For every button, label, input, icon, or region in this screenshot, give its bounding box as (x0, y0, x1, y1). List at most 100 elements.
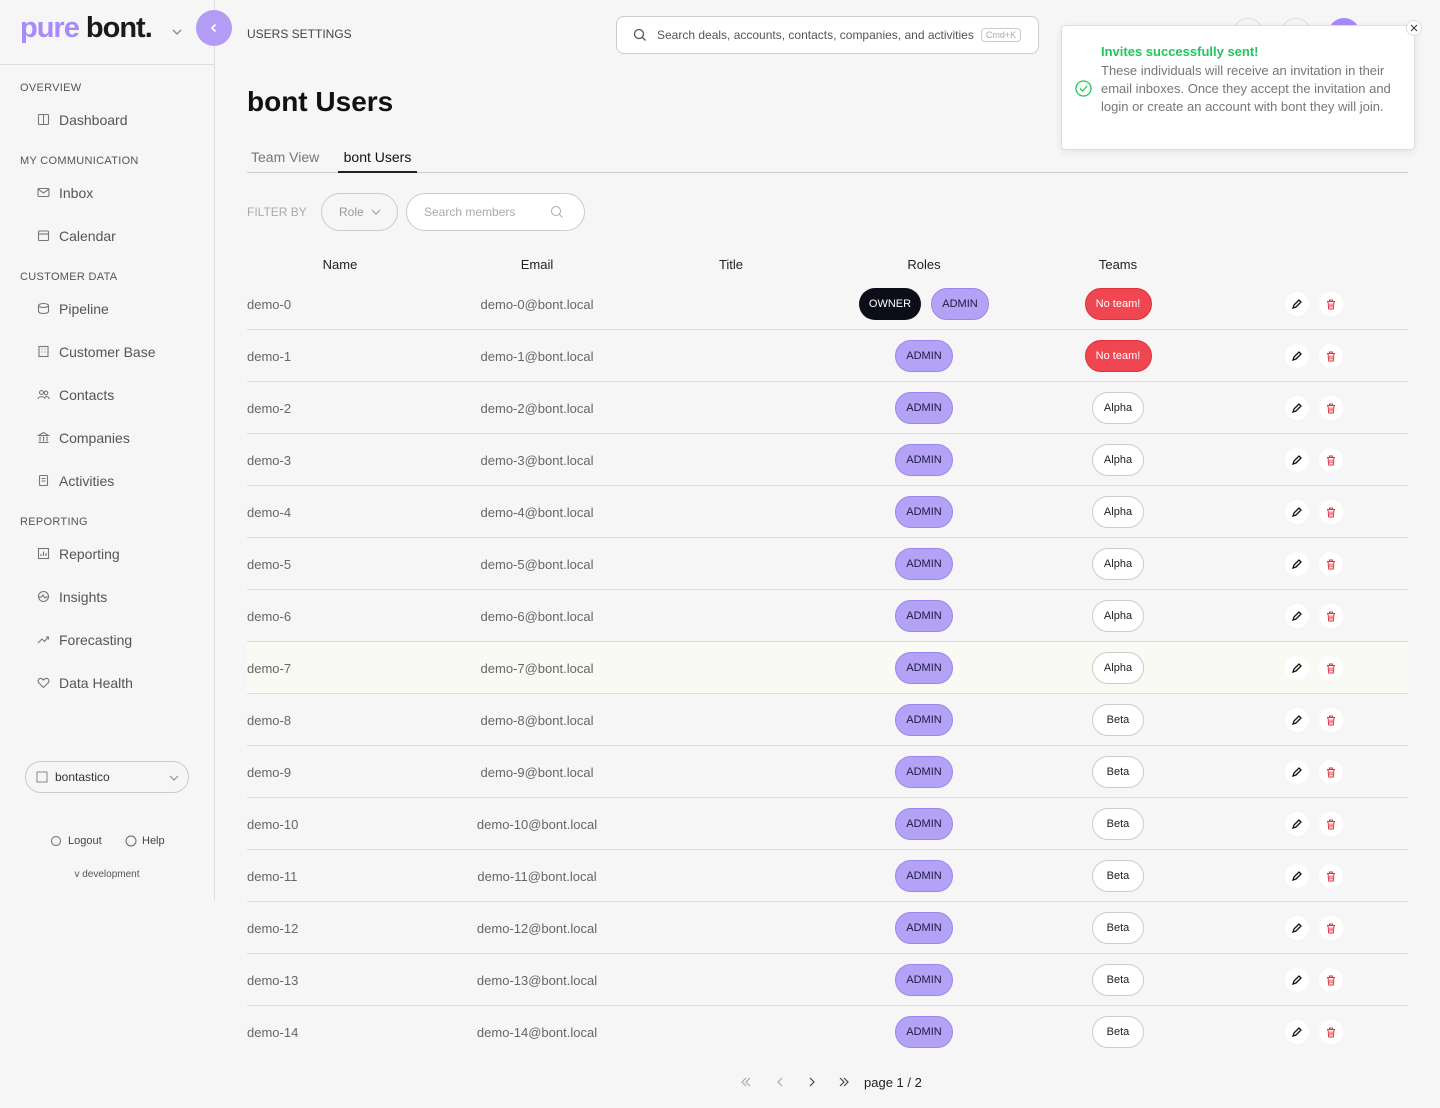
nav-item[interactable]: Pipeline (0, 287, 214, 330)
roles: ADMIN (824, 1006, 1024, 1058)
delete-button[interactable] (1319, 552, 1343, 576)
delete-button[interactable] (1319, 344, 1343, 368)
edit-icon (1291, 871, 1302, 882)
collapse-button[interactable] (196, 10, 232, 46)
team-badge: No team! (1084, 288, 1152, 320)
edit-icon (1291, 403, 1302, 414)
delete-button[interactable] (1319, 812, 1343, 836)
brand-prefix: pure (20, 12, 80, 44)
delete-icon (1327, 1027, 1335, 1037)
delete-button[interactable] (1319, 448, 1343, 472)
edit-button[interactable] (1285, 864, 1309, 888)
delete-icon (1327, 923, 1335, 933)
team: Alpha (1018, 382, 1218, 434)
team: Alpha (1018, 642, 1218, 694)
roles: ADMIN (824, 902, 1024, 954)
table-row: demo-5 demo-5@bont.local ADMIN Alpha (247, 538, 1408, 590)
edit-button[interactable] (1285, 968, 1309, 992)
delete-button[interactable] (1319, 916, 1343, 940)
pagination-controls[interactable] (736, 1072, 864, 1092)
help[interactable]: Help (125, 835, 165, 847)
user-email: demo-12@bont.local (476, 920, 598, 936)
column-header: Email (520, 257, 554, 272)
edit-button[interactable] (1285, 344, 1309, 368)
edit-icon (1291, 819, 1302, 830)
delete-button[interactable] (1319, 656, 1343, 680)
team-badge: Beta (1092, 1016, 1144, 1048)
edit-button[interactable] (1285, 812, 1309, 836)
roles: ADMIN (824, 590, 1024, 642)
user-name: demo-11 (247, 868, 298, 884)
delete-button[interactable] (1319, 396, 1343, 420)
edit-button[interactable] (1285, 1020, 1309, 1044)
icon (125, 835, 137, 847)
delete-icon (1327, 351, 1335, 361)
workspace-select[interactable]: bontastico (25, 761, 189, 793)
delete-button[interactable] (1319, 292, 1343, 316)
breadcrumb: USERS SETTINGS (247, 27, 352, 41)
edit-button[interactable] (1285, 916, 1309, 940)
edit-button[interactable] (1285, 500, 1309, 524)
delete-button[interactable] (1319, 500, 1343, 524)
table-row: demo-14 demo-14@bont.local ADMIN Beta (247, 1006, 1408, 1058)
user-name: demo-3 (247, 452, 292, 468)
role-badge: ADMIN (895, 808, 953, 840)
brand-chevron[interactable] (171, 27, 183, 37)
team: Alpha (1018, 590, 1218, 642)
nav-item[interactable]: Activities (0, 459, 214, 502)
roles: ADMIN (824, 434, 1024, 486)
icon (633, 28, 646, 41)
edit-button[interactable] (1285, 656, 1309, 680)
brand[interactable]: pure bont. (20, 12, 153, 45)
roles: ADMIN (824, 642, 1024, 694)
global-search[interactable]: Search deals, accounts, contacts, compan… (616, 16, 1039, 54)
delete-button[interactable] (1319, 708, 1343, 732)
team-badge: Beta (1092, 808, 1144, 840)
nav-item[interactable]: Calendar (0, 214, 214, 257)
nav-item[interactable]: Inbox (0, 171, 214, 214)
nav-item[interactable]: Insights (0, 575, 214, 618)
nav-icon (37, 636, 50, 644)
delete-button[interactable] (1319, 1020, 1343, 1044)
nav-item[interactable]: Reporting (0, 532, 214, 575)
nav-item[interactable]: Contacts (0, 373, 214, 416)
team-badge: No team! (1084, 340, 1152, 372)
edit-button[interactable] (1285, 604, 1309, 628)
search-placeholder: Search deals, accounts, contacts, compan… (657, 28, 974, 42)
edit-button[interactable] (1285, 760, 1309, 784)
chevron (169, 775, 179, 781)
role-filter[interactable]: Role (321, 193, 398, 231)
edit-button[interactable] (1285, 552, 1309, 576)
delete-button[interactable] (1319, 968, 1343, 992)
delete-button[interactable] (1319, 604, 1343, 628)
delete-button[interactable] (1319, 760, 1343, 784)
delete-button[interactable] (1319, 864, 1343, 888)
tab-active[interactable]: bont Users (338, 149, 417, 173)
edit-button[interactable] (1285, 396, 1309, 420)
table-row: demo-1 demo-1@bont.local ADMIN No team! (247, 330, 1408, 382)
nav-item[interactable]: Forecasting (0, 618, 214, 661)
edit-icon (1291, 507, 1302, 518)
delete-icon (1327, 715, 1335, 725)
delete-icon (1327, 767, 1335, 777)
team-badge: Alpha (1092, 600, 1144, 632)
page-indicator: page 1 / 2 (864, 1074, 922, 1090)
success-icon (1075, 80, 1092, 97)
edit-icon (1291, 975, 1302, 986)
team: Beta (1018, 850, 1218, 902)
edit-icon (1291, 299, 1302, 310)
table-row: demo-3 demo-3@bont.local ADMIN Alpha (247, 434, 1408, 486)
user-email: demo-11@bont.local (477, 868, 597, 884)
nav-item[interactable]: Dashboard (0, 98, 214, 141)
nav-item[interactable]: Companies (0, 416, 214, 459)
role-badge: ADMIN (895, 860, 953, 892)
nav-item[interactable]: Customer Base (0, 330, 214, 373)
member-search[interactable]: Search members (406, 193, 585, 231)
logout[interactable]: Logout (50, 835, 102, 847)
tab[interactable]: Team View (251, 149, 320, 165)
edit-button[interactable] (1285, 708, 1309, 732)
toast-close[interactable] (1406, 20, 1422, 36)
nav-item[interactable]: Data Health (0, 661, 214, 704)
edit-button[interactable] (1285, 292, 1309, 316)
edit-button[interactable] (1285, 448, 1309, 472)
